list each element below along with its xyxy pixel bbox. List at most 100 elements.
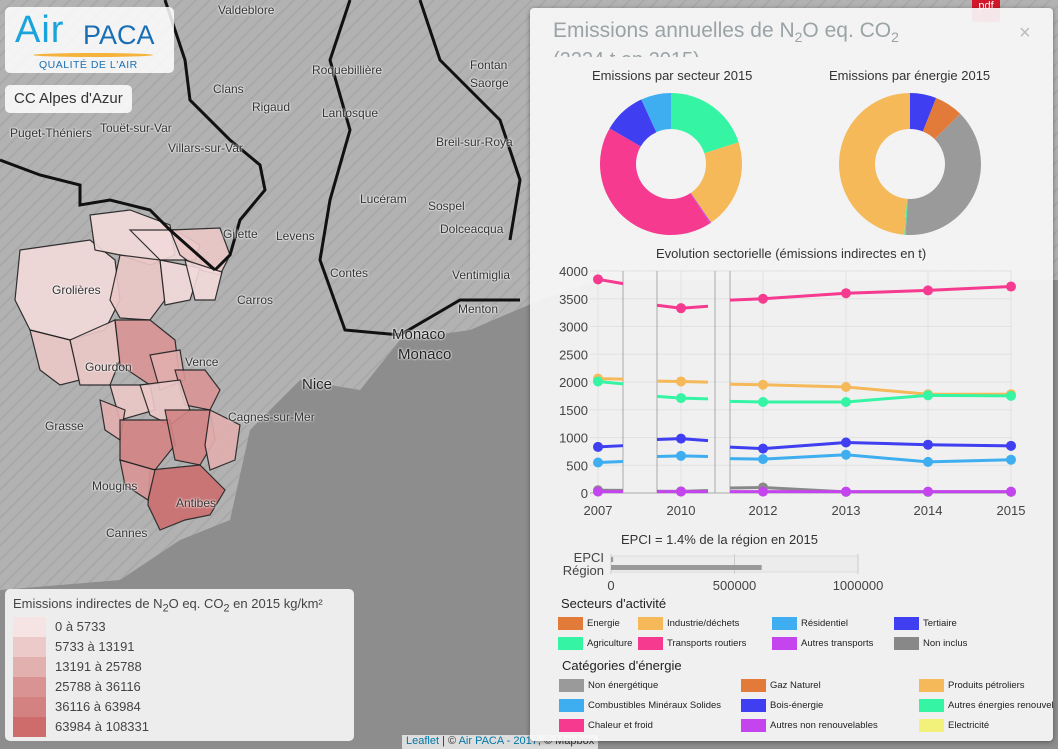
legend-item[interactable]: Chaleur et froid: [559, 719, 653, 732]
legend-item[interactable]: Transports routiers: [638, 637, 746, 650]
map-place-label: Touët-sur-Var: [100, 121, 172, 135]
logo-tagline: QUALITÉ DE L'AIR: [39, 59, 138, 71]
legend-item[interactable]: Non énergétique: [559, 679, 658, 692]
zone-label: CC Alpes d'Azur: [5, 85, 132, 113]
leaflet-link[interactable]: Leaflet: [406, 735, 439, 747]
map-place-label: Roquebillière: [312, 63, 382, 77]
epci-area[interactable]: [110, 255, 165, 320]
legend-label: Agriculture: [587, 637, 632, 650]
legend-swatch: [772, 637, 797, 650]
map-place-label: Rigaud: [252, 100, 290, 114]
legend-item[interactable]: Industrie/déchets: [638, 617, 739, 630]
legend-label: Bois-énergie: [770, 699, 823, 712]
map-place-label: Gilette: [223, 227, 258, 241]
legend-swatch: [13, 617, 46, 637]
legend-class-label: 36116 à 63984: [55, 699, 141, 714]
legend-class-label: 63984 à 108331: [55, 719, 149, 734]
map-place-label: Valdeblore: [218, 3, 274, 17]
emissions-panel: Emissions annuelles de N2O eq. CO2 (2224…: [530, 8, 1053, 741]
legend-item[interactable]: Autres transports: [772, 637, 873, 650]
map-place-label: Mougins: [92, 479, 137, 493]
map-place-label: Antibes: [176, 496, 216, 510]
map-place-label: Saorge: [470, 76, 509, 90]
legend-label: Non inclus: [923, 637, 967, 650]
legend-label: Combustibles Minéraux Solides: [588, 699, 721, 712]
map-place-label: Sospel: [428, 199, 465, 213]
legend-item[interactable]: Non inclus: [894, 637, 967, 650]
legend-label: Produits pétroliers: [948, 679, 1025, 692]
map-legend: Emissions indirectes de N2O eq. CO2 en 2…: [5, 589, 354, 741]
legend-swatch: [741, 679, 766, 692]
legend-swatch: [638, 617, 663, 630]
map-place-label: Cagnes-sur-Mer: [228, 410, 315, 424]
legend-label: Non énergétique: [588, 679, 658, 692]
legend-swatch: [919, 679, 944, 692]
map-place-label: Dolceacqua: [440, 222, 503, 236]
legend-item[interactable]: Produits pétroliers: [919, 679, 1025, 692]
map-place-label: Vence: [185, 355, 218, 369]
legend-swatch: [638, 637, 663, 650]
map-place-label: Grolières: [52, 283, 101, 297]
legend-swatch: [741, 699, 766, 712]
legend-label: Industrie/déchets: [667, 617, 739, 630]
legend-swatch: [741, 719, 766, 732]
legend-swatch: [13, 717, 46, 737]
legend-swatch: [559, 719, 584, 732]
legend-class-label: 25788 à 36116: [55, 679, 141, 694]
legend-label: Chaleur et froid: [588, 719, 653, 732]
legend-class: 0 à 5733: [13, 617, 346, 637]
map-place-label: Contes: [330, 266, 368, 280]
map-place-label: Clans: [213, 82, 244, 96]
legend-class: 36116 à 63984: [13, 697, 346, 717]
legend-label: Tertiaire: [923, 617, 957, 630]
legend-class: 13191 à 25788: [13, 657, 346, 677]
legend-swatch: [13, 677, 46, 697]
energy-legend-title: Catégories d'énergie: [562, 658, 682, 673]
legend-class-label: 0 à 5733: [55, 619, 106, 634]
legend-item[interactable]: Tertiaire: [894, 617, 957, 630]
legend-label: Résidentiel: [801, 617, 848, 630]
legend-item[interactable]: Résidentiel: [772, 617, 848, 630]
legend-label: Transports routiers: [667, 637, 746, 650]
legend-label: Energie: [587, 617, 620, 630]
legend-swatch: [558, 617, 583, 630]
legend-swatch: [558, 637, 583, 650]
legend-swatch: [894, 617, 919, 630]
map-place-label: Fontan: [470, 58, 507, 72]
legend-item[interactable]: Electricité: [919, 719, 989, 732]
legend-class-label: 13191 à 25788: [55, 659, 142, 674]
legend-swatch: [13, 657, 46, 677]
map-place-label: Lucéram: [360, 192, 407, 206]
legend-swatch: [559, 699, 584, 712]
legend-label: Gaz Naturel: [770, 679, 821, 692]
logo-swoosh: [33, 53, 153, 57]
map-place-label: Breil-sur-Roya: [436, 135, 513, 149]
legend-title: Emissions indirectes de N2O eq. CO2 en 2…: [13, 596, 346, 615]
legend-item[interactable]: Autres énergies renouvelables: [919, 699, 1053, 712]
map-place-label: Monaco: [392, 326, 445, 343]
legend-item[interactable]: Autres non renouvelables: [741, 719, 878, 732]
legend-swatch: [13, 637, 46, 657]
legend-class: 63984 à 108331: [13, 717, 346, 737]
logo-paca: PACA: [83, 20, 155, 50]
legend-item[interactable]: Agriculture: [558, 637, 632, 650]
legend-label: Electricité: [948, 719, 989, 732]
legend-swatch: [772, 617, 797, 630]
airpaca-link[interactable]: Air PACA - 2017: [459, 735, 538, 747]
legend-label: Autres transports: [801, 637, 873, 650]
legend-item[interactable]: Energie: [558, 617, 620, 630]
map-place-label: Carros: [237, 293, 273, 307]
legend-class: 25788 à 36116: [13, 677, 346, 697]
sectors-legend-title: Secteurs d'activité: [561, 596, 666, 611]
legend-item[interactable]: Gaz Naturel: [741, 679, 821, 692]
map-place-label: Menton: [458, 302, 498, 316]
logo-air: Air: [15, 9, 64, 51]
legend-swatch: [894, 637, 919, 650]
legend-item[interactable]: Combustibles Minéraux Solides: [559, 699, 721, 712]
airpaca-logo[interactable]: Air PACA QUALITÉ DE L'AIR: [5, 7, 174, 73]
map-place-label: Cannes: [106, 526, 147, 540]
legend-swatch: [919, 719, 944, 732]
legend-label: Autres énergies renouvelables: [948, 699, 1053, 712]
legend-class-label: 5733 à 13191: [55, 639, 135, 654]
legend-item[interactable]: Bois-énergie: [741, 699, 823, 712]
